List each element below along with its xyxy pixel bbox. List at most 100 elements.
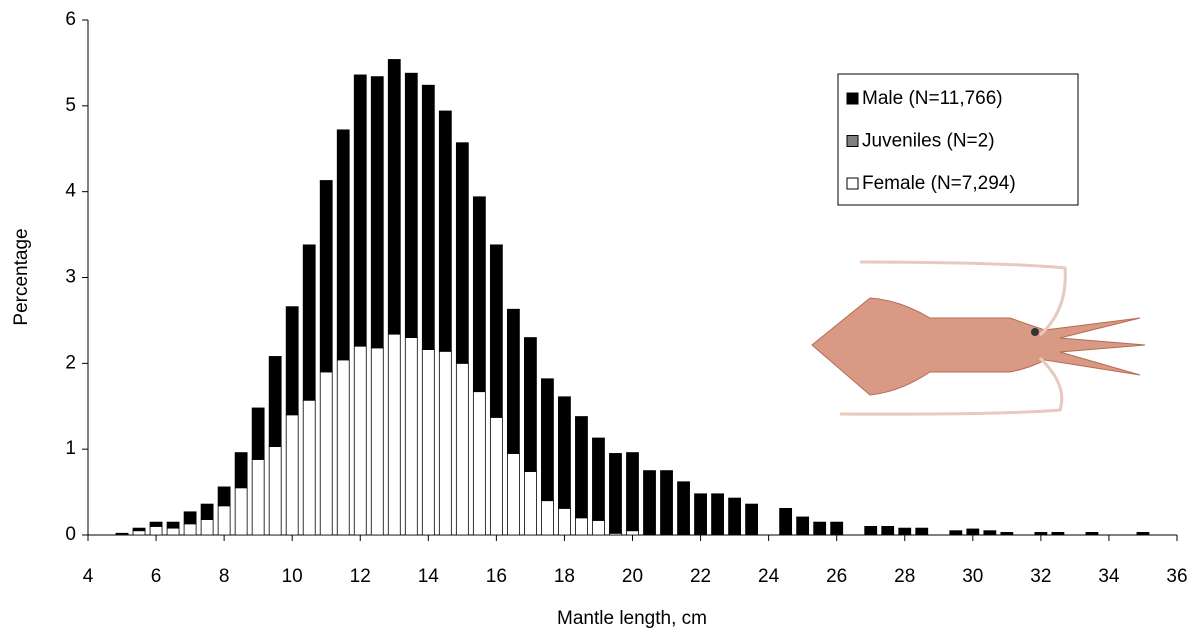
bar-segment: [949, 530, 963, 536]
bar-segment: [966, 528, 980, 536]
x-tick-label: 8: [219, 566, 230, 587]
bar-segment: [830, 521, 844, 536]
bar-segment: [404, 72, 418, 338]
bar-segment: [694, 493, 707, 536]
bar-segment: [541, 500, 554, 536]
bar-segment: [1085, 532, 1099, 536]
bar-segment: [353, 345, 367, 536]
bar-segment: [660, 470, 673, 536]
bar-segment: [234, 452, 248, 489]
x-tick-label: 24: [758, 566, 780, 587]
bar-segment: [234, 487, 248, 536]
bar-segment: [728, 497, 741, 536]
bar-segment: [1136, 532, 1150, 536]
bar-segment: [524, 471, 537, 536]
bar-segment: [592, 520, 605, 536]
bar-segment: [251, 407, 265, 460]
bar-segment: [285, 414, 299, 536]
y-tick-label: 3: [65, 267, 76, 288]
bar-segment: [302, 244, 316, 401]
x-tick-label: 14: [418, 566, 440, 587]
legend-label: Male (N=11,766): [862, 88, 1003, 109]
bar-segment: [626, 530, 639, 536]
x-tick-label: 10: [282, 566, 303, 587]
x-axis-title: Mantle length, cm: [557, 608, 707, 629]
bar-segment: [370, 347, 384, 536]
x-tick-label: 18: [554, 566, 575, 587]
bar-segment: [455, 142, 469, 364]
bar-segment: [881, 526, 895, 536]
bar-segment: [472, 196, 486, 393]
bar-segment: [455, 362, 469, 536]
x-tick-label: 28: [894, 566, 915, 587]
bar-segment: [183, 511, 197, 525]
y-tick-label: 1: [65, 438, 76, 459]
x-tick-label: 22: [690, 566, 711, 587]
bar-segment: [541, 378, 554, 502]
legend-swatch: [846, 92, 859, 105]
x-tick-label: 16: [486, 566, 507, 587]
bar-segment: [217, 505, 231, 536]
bar-segment: [438, 110, 452, 352]
bar-segment: [268, 356, 282, 447]
bar-segment: [472, 391, 486, 536]
bar-segment: [387, 59, 401, 335]
bar-segment: [336, 129, 350, 361]
bar-segment: [626, 452, 639, 532]
bar-segment: [115, 532, 129, 535]
bar-segment: [506, 308, 520, 454]
bar-segment: [183, 523, 197, 536]
y-tick-label: 0: [65, 524, 76, 545]
bar-segment: [915, 527, 929, 536]
bar-segment: [353, 74, 367, 347]
bar-segment: [149, 526, 163, 536]
bar-segment: [609, 453, 622, 534]
y-tick-label: 6: [65, 9, 76, 30]
legend-label: Juveniles (N=2): [862, 131, 995, 152]
bar-segment: [813, 521, 827, 536]
bar-segment: [506, 453, 520, 536]
bar-segment: [319, 180, 333, 373]
x-tick-label: 26: [826, 566, 847, 587]
x-tick-label: 4: [83, 566, 94, 587]
bar-segment: [643, 470, 656, 536]
bar-segment: [387, 333, 401, 536]
y-tick-label: 4: [65, 181, 76, 202]
legend-swatch: [846, 177, 859, 190]
bar-segment: [575, 517, 588, 536]
bar-segment: [711, 493, 724, 536]
bar-segment: [1000, 532, 1014, 536]
bar-segment: [200, 519, 214, 536]
bar-segment: [166, 527, 180, 536]
bar-segment: [421, 349, 435, 536]
bar-segment: [864, 526, 878, 536]
squid-photo: [811, 260, 1146, 416]
bar-segment: [489, 244, 503, 418]
legend-box: [837, 73, 1079, 206]
x-tick-label: 20: [622, 566, 643, 587]
x-tick-label: 12: [350, 566, 371, 587]
bar-segment: [370, 76, 384, 349]
bar-segment: [319, 371, 333, 536]
bar-segment: [438, 350, 452, 536]
x-tick-label: 30: [962, 566, 983, 587]
bar-segment: [558, 396, 571, 509]
bar-segment: [558, 507, 571, 536]
bar-segment: [592, 437, 605, 521]
y-axis-title: Percentage: [11, 228, 32, 325]
bar-segment: [336, 359, 350, 536]
bar-segment: [1034, 532, 1048, 536]
bar-segment: [285, 306, 299, 416]
bar-segment: [217, 486, 231, 507]
bar-segment: [1051, 532, 1065, 536]
bar-segment: [149, 521, 163, 527]
bar-segment: [489, 417, 503, 536]
bar-segment: [745, 503, 759, 536]
y-tick-label: 5: [65, 95, 76, 116]
bar-segment: [404, 337, 418, 536]
bar-segment: [983, 530, 997, 536]
bar-segment: [677, 481, 690, 536]
bar-segment: [200, 503, 214, 520]
bar-segment: [166, 521, 180, 529]
